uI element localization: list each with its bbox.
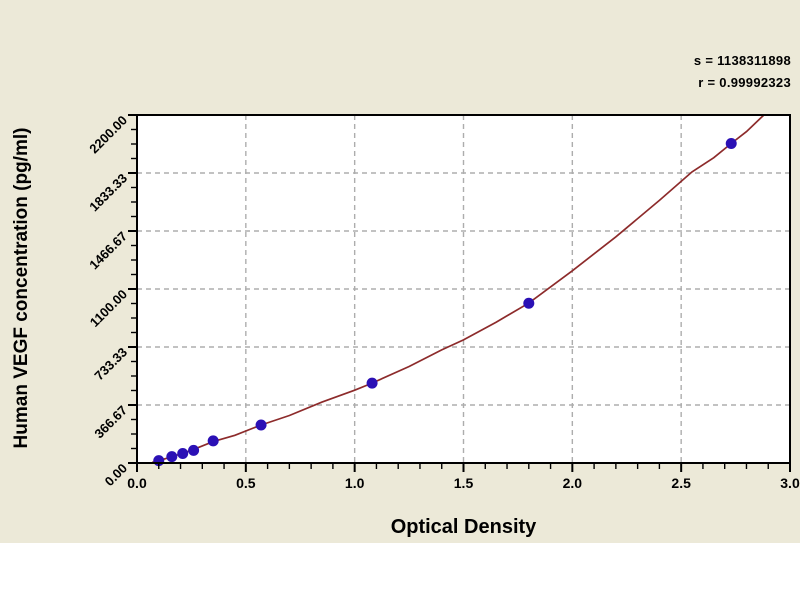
y-tick-label: 366.67 (91, 403, 130, 442)
data-point (188, 444, 200, 456)
data-point (366, 377, 378, 389)
x-tick-label: 1.0 (345, 475, 365, 491)
data-point (725, 137, 737, 149)
x-tick-label: 0.0 (127, 475, 147, 491)
x-tick-label: 0.5 (236, 475, 256, 491)
fit-curve (151, 114, 765, 464)
x-tick-label: 2.5 (671, 475, 691, 491)
y-tick-label: 1466.67 (86, 229, 130, 273)
x-tick-label: 2.0 (563, 475, 583, 491)
y-tick-label: 1100.00 (87, 287, 130, 330)
x-tick-label: 1.5 (454, 475, 474, 491)
data-point (166, 451, 178, 463)
y-tick-label: 733.33 (91, 345, 130, 384)
y-tick-label: 1833.33 (86, 171, 130, 215)
data-point (177, 448, 189, 460)
fit-stats: s = 1138311898 r = 0.99992323 (694, 50, 791, 94)
footer-whitespace (0, 543, 800, 600)
fit-stat-s: s = 1138311898 (693, 53, 791, 68)
data-point (255, 419, 267, 431)
fit-stat-r: r = 0.99992323 (698, 75, 791, 90)
x-tick-label: 3.0 (780, 475, 800, 491)
y-tick-label: 2200.00 (86, 113, 130, 157)
plot-frame (136, 114, 791, 464)
y-tick-label: 0.00 (102, 461, 131, 490)
x-axis-title: Optical Density (390, 516, 537, 538)
data-point (523, 297, 535, 309)
data-point (207, 435, 219, 447)
